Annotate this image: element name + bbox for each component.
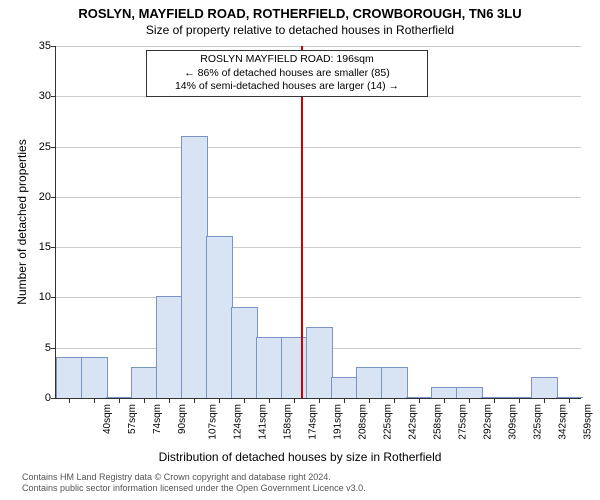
histogram-bar (406, 397, 433, 398)
x-axis-label: Distribution of detached houses by size … (0, 450, 600, 464)
grid-line (56, 247, 581, 248)
x-tick-label: 225sqm (382, 404, 393, 440)
histogram-bar (181, 136, 208, 398)
annotation-line2: ← 86% of detached houses are smaller (85… (153, 67, 421, 81)
x-tick-mark (544, 398, 545, 403)
x-tick-label: 40sqm (102, 404, 113, 434)
histogram-bar (131, 367, 158, 398)
x-tick-label: 107sqm (207, 404, 218, 440)
x-tick-mark (294, 398, 295, 403)
x-tick-mark (419, 398, 420, 403)
x-tick-mark (319, 398, 320, 403)
histogram-bar (206, 236, 233, 398)
histogram-bar (481, 397, 508, 398)
grid-line (56, 297, 581, 298)
x-tick-label: 191sqm (332, 404, 343, 440)
x-tick-label: 342sqm (557, 404, 568, 440)
histogram-bar (506, 397, 533, 398)
x-tick-label: 90sqm (177, 404, 188, 434)
x-tick-mark (69, 398, 70, 403)
x-tick-label: 359sqm (582, 404, 593, 440)
histogram-bar (356, 367, 383, 398)
x-tick-label: 208sqm (357, 404, 368, 440)
reference-line (301, 46, 303, 398)
footer-line1: Contains HM Land Registry data © Crown c… (22, 472, 366, 483)
histogram-bar (256, 337, 283, 398)
x-tick-mark (169, 398, 170, 403)
x-tick-label: 258sqm (432, 404, 443, 440)
footer-line2: Contains public sector information licen… (22, 483, 366, 494)
annotation-box: ROSLYN MAYFIELD ROAD: 196sqm ← 86% of de… (146, 50, 428, 97)
x-tick-label: 325sqm (532, 404, 543, 440)
annotation-line1: ROSLYN MAYFIELD ROAD: 196sqm (153, 53, 421, 67)
grid-line (56, 147, 581, 148)
histogram-bar (306, 327, 333, 398)
histogram-bar (381, 367, 408, 398)
x-tick-mark (394, 398, 395, 403)
x-tick-label: 292sqm (482, 404, 493, 440)
grid-line (56, 197, 581, 198)
histogram-bar (331, 377, 358, 398)
x-tick-mark (344, 398, 345, 403)
x-tick-mark (444, 398, 445, 403)
histogram-bar (81, 357, 108, 398)
x-tick-mark (369, 398, 370, 403)
histogram-bar (431, 387, 458, 398)
histogram-bar (556, 397, 583, 398)
histogram-bar (156, 296, 183, 398)
y-tick-label: 10 (21, 291, 51, 303)
x-tick-label: 141sqm (257, 404, 268, 440)
y-tick-label: 35 (21, 40, 51, 52)
x-tick-label: 74sqm (152, 404, 163, 434)
x-tick-mark (569, 398, 570, 403)
x-tick-mark (144, 398, 145, 403)
histogram-bar (106, 397, 133, 398)
x-tick-mark (219, 398, 220, 403)
y-tick-label: 20 (21, 191, 51, 203)
grid-line (56, 46, 581, 47)
y-tick-label: 0 (21, 392, 51, 404)
x-tick-label: 309sqm (507, 404, 518, 440)
x-tick-label: 158sqm (282, 404, 293, 440)
y-tick-area: 05101520253035 (0, 46, 55, 398)
x-tick-label: 124sqm (232, 404, 243, 440)
y-tick-label: 5 (21, 342, 51, 354)
histogram-bar (531, 377, 558, 398)
x-tick-mark (194, 398, 195, 403)
x-tick-mark (244, 398, 245, 403)
annotation-line3: 14% of semi-detached houses are larger (… (153, 80, 421, 94)
chart-title: ROSLYN, MAYFIELD ROAD, ROTHERFIELD, CROW… (0, 0, 600, 21)
x-tick-mark (119, 398, 120, 403)
x-tick-mark (269, 398, 270, 403)
histogram-bar (56, 357, 83, 398)
chart-container: ROSLYN, MAYFIELD ROAD, ROTHERFIELD, CROW… (0, 0, 600, 500)
x-tick-mark (94, 398, 95, 403)
chart-subtitle: Size of property relative to detached ho… (0, 21, 600, 37)
histogram-bar (456, 387, 483, 398)
x-tick-mark (519, 398, 520, 403)
histogram-bar (281, 337, 308, 398)
footer-attribution: Contains HM Land Registry data © Crown c… (22, 472, 366, 494)
x-tick-label: 242sqm (407, 404, 418, 440)
x-tick-mark (469, 398, 470, 403)
x-tick-label: 174sqm (307, 404, 318, 440)
x-tick-label: 57sqm (127, 404, 138, 434)
x-tick-label: 275sqm (457, 404, 468, 440)
plot-area: ROSLYN MAYFIELD ROAD: 196sqm ← 86% of de… (55, 46, 581, 399)
x-tick-mark (494, 398, 495, 403)
y-tick-label: 25 (21, 141, 51, 153)
y-tick-label: 30 (21, 90, 51, 102)
y-tick-label: 15 (21, 241, 51, 253)
histogram-bar (231, 307, 258, 399)
